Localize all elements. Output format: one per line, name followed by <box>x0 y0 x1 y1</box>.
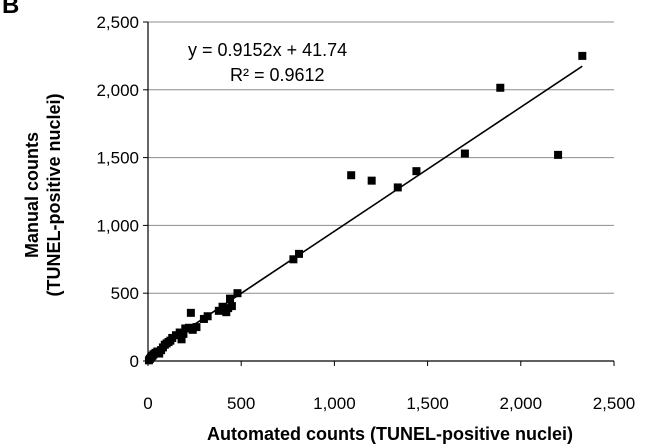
y-tick-label: 1,000 <box>96 216 139 235</box>
data-point <box>367 176 376 185</box>
data-point <box>294 249 303 258</box>
panel-label: B <box>2 0 20 19</box>
tick-labels: 0 500 1,000 1,500 2,000 2,500 0 500 1,000 1,500 2,… <box>96 13 635 413</box>
data-point <box>393 183 402 192</box>
data-point <box>218 302 227 311</box>
r-squared-label: R² = 0.9612 <box>230 65 325 85</box>
y-axis-title-line2: (TUNEL-positive nuclei) <box>44 93 64 296</box>
data-point <box>222 308 231 317</box>
y-tick-label: 1,500 <box>96 149 139 168</box>
y-tick-label: 2,500 <box>96 13 139 32</box>
data-point <box>289 255 298 264</box>
data-points <box>144 51 587 365</box>
x-tick-label: 1,000 <box>313 394 356 413</box>
data-point <box>554 150 563 159</box>
x-tick-label: 500 <box>227 394 255 413</box>
data-point <box>578 51 587 60</box>
y-tick-label: 500 <box>111 284 139 303</box>
data-point <box>233 289 242 298</box>
data-point <box>186 308 195 317</box>
gridlines <box>148 21 614 294</box>
regression-equation: y = 0.9152x + 41.74 <box>188 40 347 60</box>
data-point <box>214 306 223 315</box>
data-point <box>460 149 469 158</box>
data-point <box>177 335 186 344</box>
x-tick-label: 2,500 <box>593 394 636 413</box>
data-point <box>496 83 505 92</box>
data-point <box>347 171 356 180</box>
x-tick-label: 1,500 <box>406 394 449 413</box>
axes <box>147 22 614 362</box>
data-point <box>227 302 236 311</box>
x-tick-label: 2,000 <box>500 394 543 413</box>
y-tick-label: 2,000 <box>96 81 139 100</box>
data-point <box>226 294 235 303</box>
y-tick-label: 0 <box>130 352 139 371</box>
data-point <box>203 312 212 321</box>
trendline <box>147 65 583 357</box>
data-point <box>412 167 421 176</box>
x-tick-label: 0 <box>143 394 152 413</box>
data-point <box>192 323 201 332</box>
y-axis-title-line1: Manual counts <box>22 132 42 258</box>
data-point <box>179 329 188 338</box>
x-axis-title: Automated counts (TUNEL-positive nuclei) <box>207 424 573 444</box>
